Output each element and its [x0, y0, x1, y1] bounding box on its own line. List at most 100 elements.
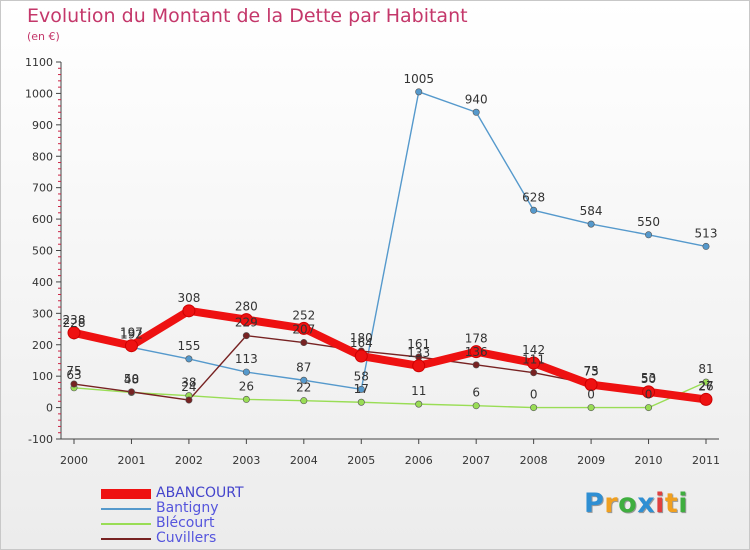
data-label-cuvillers: 111: [522, 353, 545, 367]
data-point-abancourt: [239, 313, 253, 327]
y-tick-label: 500: [32, 245, 53, 258]
series-line-bantigny: [73, 91, 707, 391]
data-point-abancourt: [412, 359, 426, 373]
data-point-blécourt: [472, 402, 480, 410]
data-point-abancourt: [297, 321, 311, 335]
data-label-bantigny: 1005: [403, 72, 434, 86]
logo-letter: i: [678, 488, 689, 519]
data-point-bantigny: [472, 108, 480, 116]
data-label-blécourt: 6: [472, 386, 480, 400]
y-tick-label: 200: [32, 339, 53, 352]
data-point-cuvillers: [300, 339, 308, 347]
data-label-bantigny: 228: [63, 316, 86, 330]
data-label-blécourt: 38: [181, 376, 196, 390]
data-label-blécourt: 22: [296, 381, 311, 395]
data-label-bantigny: 513: [695, 226, 718, 240]
chart-lines: [70, 91, 710, 409]
data-point-bantigny: [702, 242, 710, 250]
data-point-abancourt: [469, 345, 483, 359]
y-tick-label: 1100: [25, 56, 53, 69]
data-label-abancourt: 133: [407, 346, 430, 360]
data-label-abancourt: 142: [522, 343, 545, 357]
chart-unit: (en €): [27, 30, 60, 43]
data-label-blécourt: 0: [530, 388, 538, 402]
y-tick-label: -100: [28, 433, 53, 446]
data-label-blécourt: 0: [645, 388, 653, 402]
legend-swatch: [101, 507, 151, 510]
chart-axes: -100010020030040050060070080090010001100…: [25, 56, 720, 467]
data-point-cuvillers: [70, 380, 78, 388]
data-label-bantigny: 155: [177, 339, 200, 353]
data-label-blécourt: 48: [124, 373, 139, 387]
y-tick-label: 300: [32, 307, 53, 320]
data-label-bantigny: 87: [296, 360, 311, 374]
y-tick-label: 700: [32, 182, 53, 195]
data-point-blécourt: [702, 378, 710, 386]
data-label-cuvillers: 136: [465, 345, 488, 359]
x-tick-label: 2000: [60, 454, 88, 467]
data-label-bantigny: 192: [120, 327, 143, 341]
data-label-blécourt: 17: [354, 382, 369, 396]
data-label-bantigny: 113: [235, 352, 258, 366]
logo-letter: i: [655, 488, 665, 519]
data-label-bantigny: 550: [637, 215, 660, 229]
data-point-cuvillers: [472, 361, 480, 369]
x-tick-label: 2006: [405, 454, 433, 467]
data-label-abancourt: 197: [120, 326, 143, 340]
x-tick-label: 2011: [692, 454, 720, 467]
data-point-bantigny: [300, 376, 308, 384]
data-point-bantigny: [357, 385, 365, 393]
x-tick-label: 2005: [347, 454, 375, 467]
data-point-abancourt: [182, 304, 196, 318]
data-label-abancourt: 252: [292, 308, 315, 322]
data-label-cuvillers: 229: [235, 316, 258, 330]
data-label-abancourt: 238: [63, 313, 86, 327]
logo-letter: x: [637, 488, 656, 519]
data-label-abancourt: 164: [350, 336, 373, 350]
data-label-cuvillers: 75: [583, 364, 598, 378]
data-label-abancourt: 280: [235, 300, 258, 314]
data-label-blécourt: 26: [239, 379, 254, 393]
data-point-bantigny: [530, 206, 538, 214]
series-line-blécourt: [73, 381, 707, 409]
chart-title: Evolution du Montant de la Dette par Hab…: [27, 5, 468, 27]
logo-letter: t: [664, 488, 679, 519]
chart-data-labels: 238 197 308 280 252 164 133 178 142 73 50 26 228 192 1…: [63, 72, 718, 402]
data-label-bantigny: 58: [354, 369, 369, 383]
series-line-abancourt: [70, 306, 710, 404]
legend-label: Bantigny: [156, 500, 219, 516]
legend-swatch: [101, 488, 151, 499]
y-tick-label: 900: [32, 119, 53, 132]
y-tick-label: 800: [32, 150, 53, 163]
y-tick-label: 100: [32, 370, 53, 383]
legend-label: Blécourt: [156, 515, 215, 531]
y-tick-label: 0: [46, 402, 53, 415]
data-label-blécourt: 63: [66, 368, 81, 382]
data-point-abancourt: [124, 339, 138, 353]
data-point-blécourt: [645, 404, 653, 412]
x-tick-label: 2009: [577, 454, 605, 467]
data-point-blécourt: [357, 398, 365, 406]
data-point-blécourt: [415, 400, 423, 408]
data-label-cuvillers: 207: [292, 323, 315, 337]
data-point-abancourt: [354, 349, 368, 363]
data-point-abancourt: [584, 378, 598, 392]
data-label-cuvillers: 24: [181, 380, 196, 394]
data-label-cuvillers: 180: [350, 331, 373, 345]
logo-letter: r: [604, 488, 619, 519]
x-tick-label: 2003: [232, 454, 260, 467]
data-label-blécourt: 0: [587, 388, 595, 402]
data-point-bantigny: [645, 231, 653, 239]
legend-swatch: [101, 522, 151, 525]
x-tick-label: 2008: [520, 454, 548, 467]
data-point-cuvillers: [242, 332, 250, 340]
y-tick-label: 600: [32, 213, 53, 226]
x-tick-label: 2002: [175, 454, 203, 467]
data-point-abancourt: [527, 356, 541, 370]
x-tick-label: 2004: [290, 454, 318, 467]
data-label-bantigny: 628: [522, 190, 545, 204]
legend-label: ABANCOURT: [156, 485, 244, 501]
data-label-bantigny: 940: [465, 92, 488, 106]
